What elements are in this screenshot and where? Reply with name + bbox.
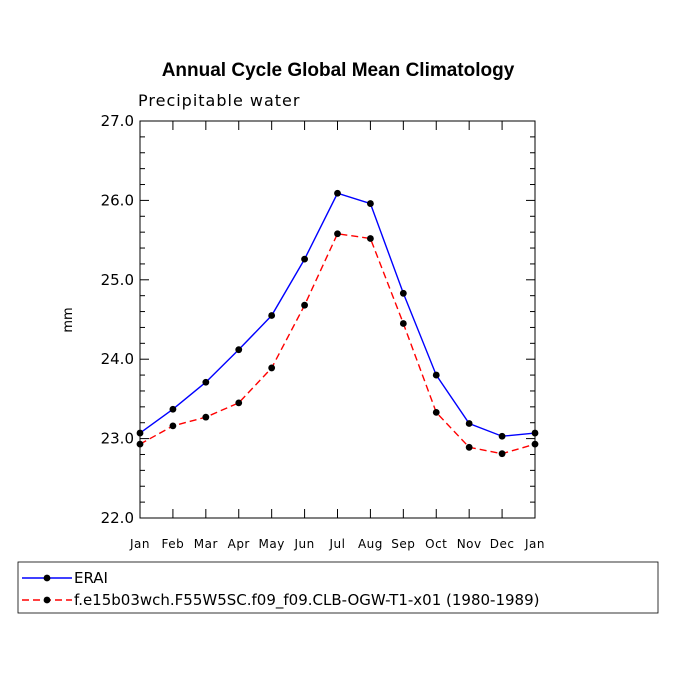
- x-tick-label: Dec: [490, 537, 515, 551]
- x-tick-label: Mar: [194, 537, 218, 551]
- data-point: [531, 440, 539, 448]
- legend-label-1: f.e15b03wch.F55W5SC.f09_f09.CLB-OGW-T1-x…: [74, 591, 539, 610]
- series-line-0: [139, 192, 536, 437]
- data-point: [399, 320, 407, 327]
- data-point: [432, 371, 440, 379]
- series-line-1: [139, 232, 536, 455]
- y-tick-label: 22.0: [101, 509, 134, 527]
- x-tick-label: Jul: [329, 537, 346, 551]
- data-point: [202, 378, 210, 386]
- y-tick-label: 27.0: [101, 112, 134, 130]
- x-axis-ticks: Jan Feb Mar Apr May Jun Jul Aug Sep Oct Nov Dec Jan: [129, 121, 545, 551]
- data-point: [498, 432, 506, 440]
- legend-marker: [43, 574, 51, 582]
- y-tick-label: 26.0: [101, 191, 134, 209]
- legend-marker: [43, 596, 51, 604]
- data-point: [301, 301, 308, 309]
- data-point: [334, 189, 341, 197]
- chart-subtitle: Precipitable water: [138, 91, 300, 110]
- data-point: [498, 450, 506, 458]
- y-tick-label: 23.0: [101, 430, 134, 448]
- data-point: [235, 346, 243, 354]
- x-tick-label: May: [259, 537, 285, 551]
- data-point: [268, 364, 276, 372]
- x-tick-label: Feb: [162, 537, 185, 551]
- data-point: [136, 429, 144, 437]
- data-point: [465, 420, 473, 427]
- x-tick-label: Aug: [358, 537, 383, 551]
- x-tick-label: Sep: [391, 537, 415, 551]
- data-point: [367, 200, 374, 207]
- y-axis-label: mm: [61, 307, 76, 332]
- y-tick-label: 24.0: [101, 350, 134, 368]
- data-point: [301, 255, 308, 263]
- data-point: [367, 235, 374, 242]
- data-point: [136, 440, 144, 448]
- data-point: [432, 408, 440, 416]
- data-point: [334, 230, 341, 238]
- y-axis-ticks: 22.0 23.0 24.0 25.0 26.0 27.0: [101, 112, 535, 527]
- series-layer: [136, 189, 539, 458]
- data-point: [268, 312, 276, 319]
- data-point: [169, 422, 177, 430]
- legend-box: [17, 561, 659, 614]
- data-point: [169, 405, 177, 413]
- data-point: [235, 399, 243, 407]
- x-tick-label: Oct: [425, 537, 447, 551]
- y-tick-label: 25.0: [101, 271, 134, 289]
- x-tick-label: Jun: [293, 537, 314, 551]
- legend-label-0: ERAI: [74, 569, 108, 587]
- x-tick-label: Jan: [129, 537, 150, 551]
- plot-frame: [139, 120, 536, 519]
- data-point: [531, 429, 539, 437]
- data-point: [465, 443, 473, 451]
- data-point: [399, 289, 407, 297]
- x-tick-label: Nov: [457, 537, 482, 551]
- data-point: [202, 413, 210, 421]
- x-tick-label: Apr: [228, 537, 250, 551]
- legend: ERAI f.e15b03wch.F55W5SC.f09_f09.CLB-OGW-…: [22, 569, 539, 610]
- chart-title: Annual Cycle Global Mean Climatology: [162, 60, 515, 81]
- x-tick-label: Jan: [524, 537, 545, 551]
